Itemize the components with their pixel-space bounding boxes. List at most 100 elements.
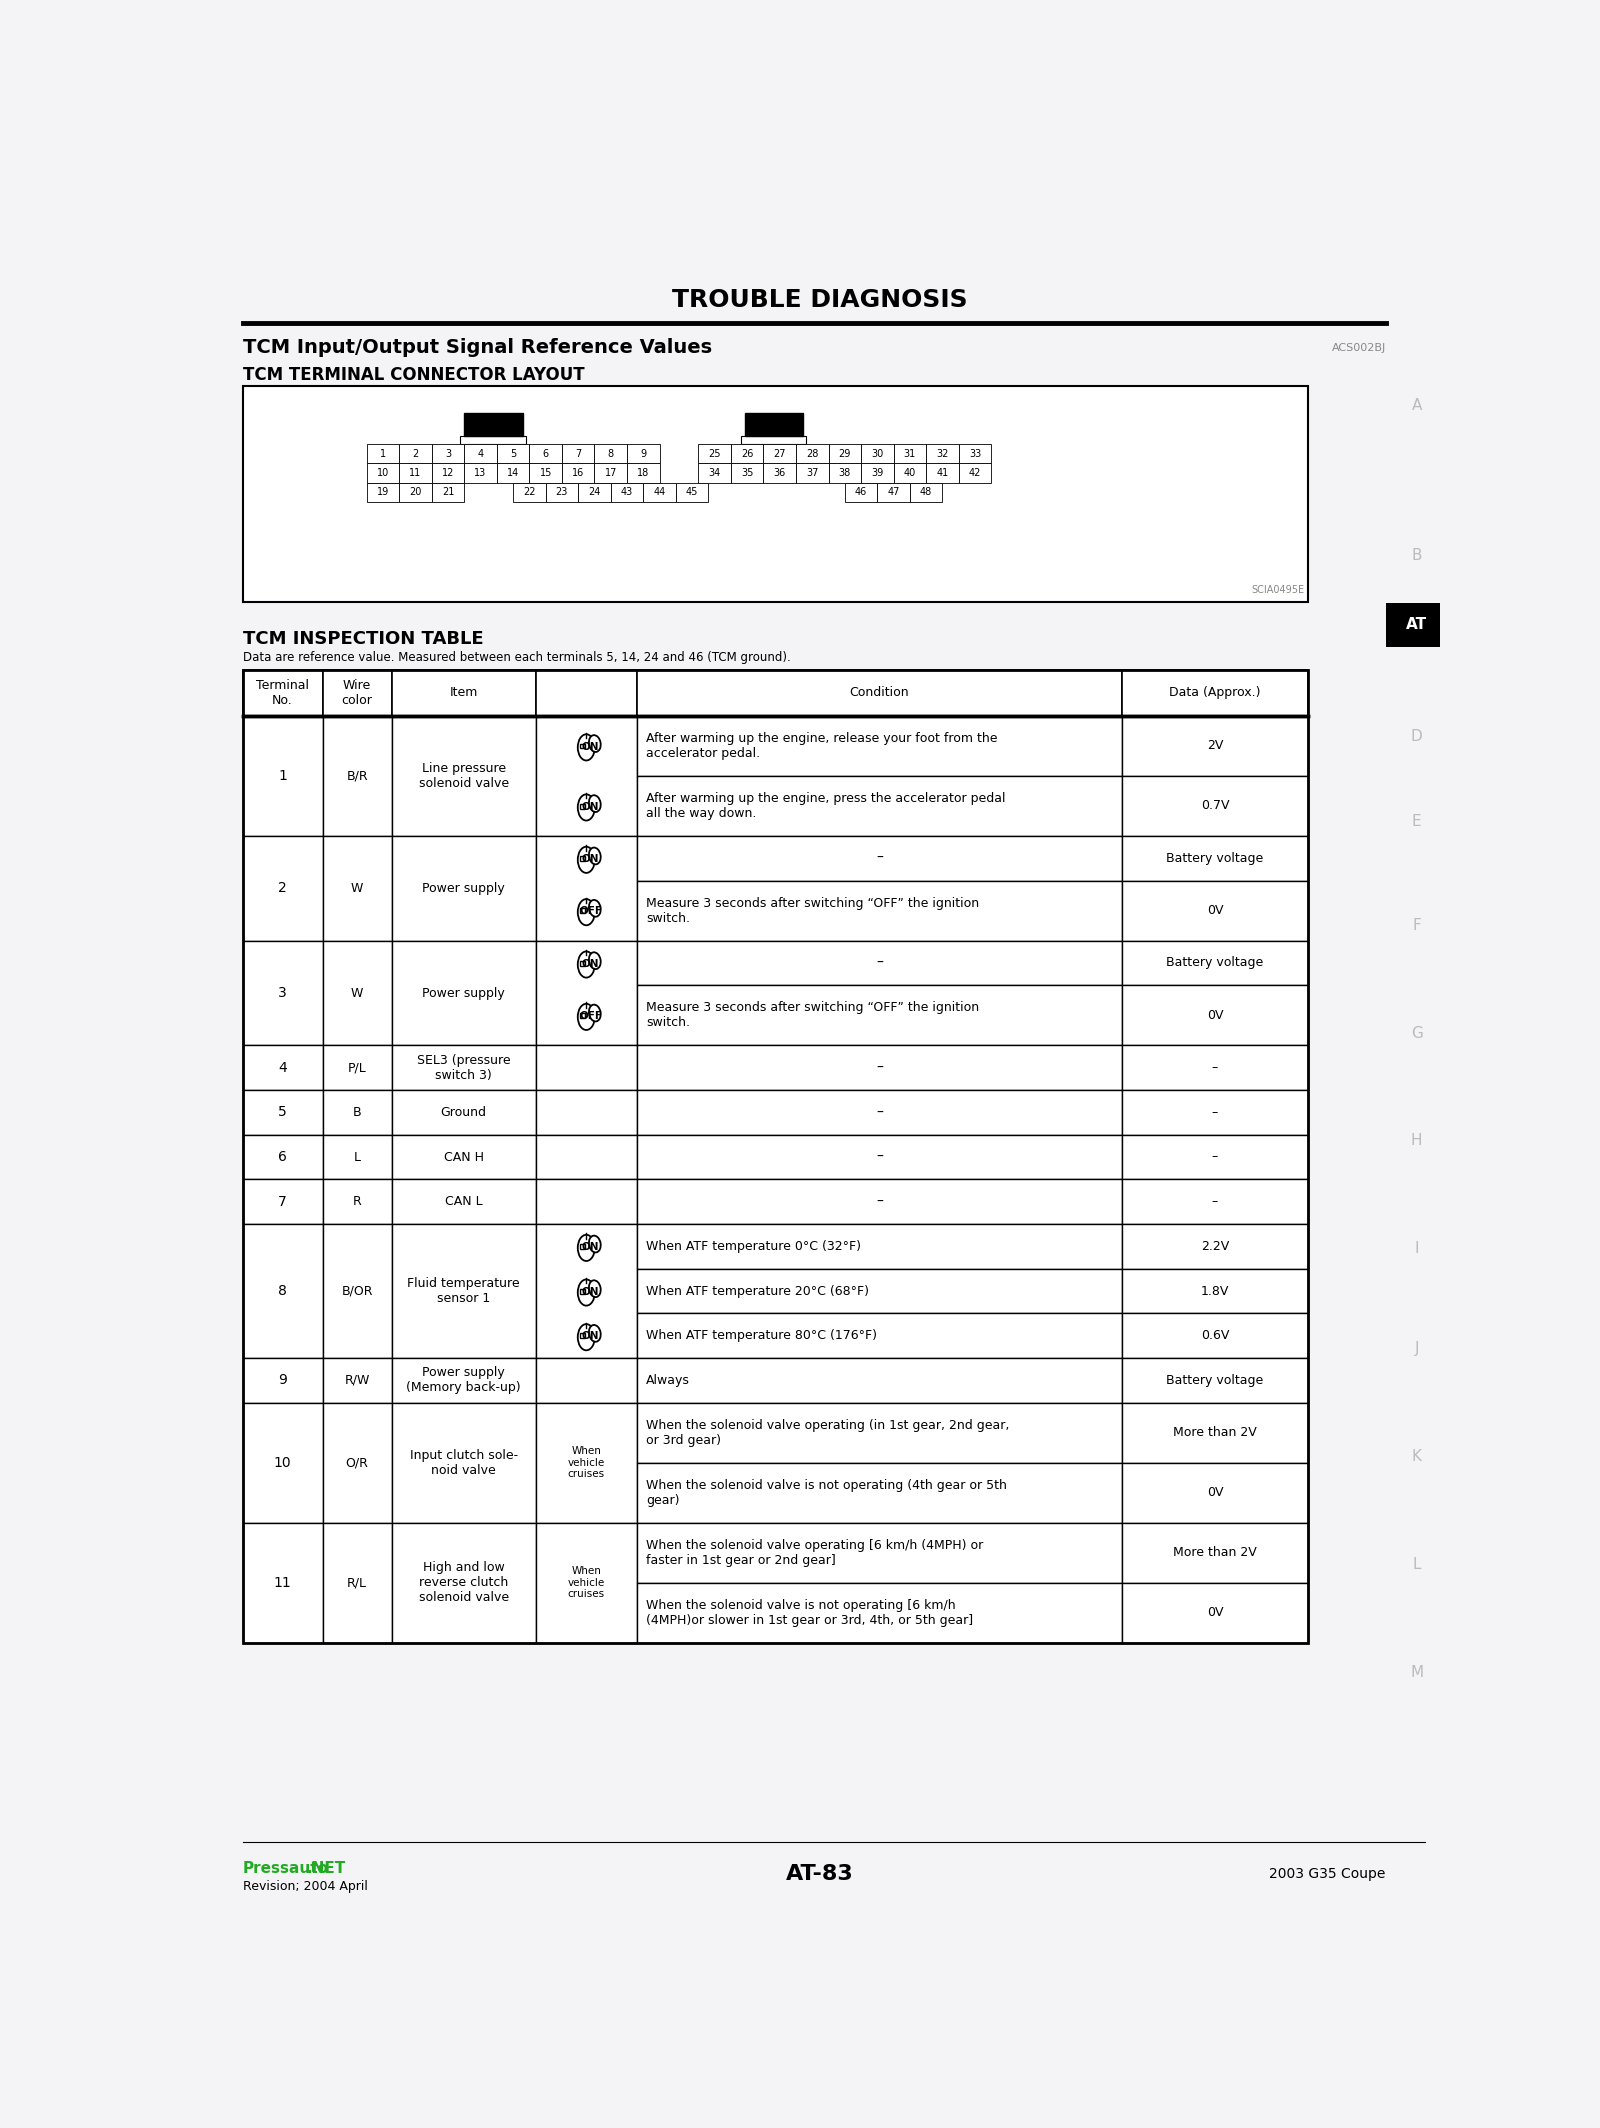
Bar	[675, 483, 709, 502]
Bar	[1122, 1224, 1309, 1268]
Text: 6: 6	[278, 1149, 286, 1164]
Bar	[323, 1134, 392, 1179]
Bar	[637, 1090, 1122, 1134]
Text: CAN H: CAN H	[443, 1151, 483, 1164]
Bar	[845, 483, 877, 502]
Bar	[581, 1334, 586, 1339]
Text: 0V: 0V	[1206, 1485, 1224, 1500]
Text: Input clutch sole-
noid valve: Input clutch sole- noid valve	[410, 1449, 518, 1477]
Bar	[243, 1134, 323, 1179]
Bar	[323, 1358, 392, 1402]
Text: 37: 37	[806, 468, 819, 479]
Text: 20: 20	[410, 487, 422, 498]
Text: –: –	[875, 1194, 883, 1209]
Bar	[581, 804, 586, 809]
Text: R/W: R/W	[344, 1375, 370, 1387]
Text: 1: 1	[278, 768, 286, 783]
Text: OFF: OFF	[579, 907, 602, 917]
Bar	[637, 670, 1122, 715]
Bar	[398, 483, 432, 502]
Bar	[894, 445, 926, 464]
Text: Battery voltage: Battery voltage	[1166, 1375, 1264, 1387]
Bar	[581, 1245, 586, 1249]
Bar	[536, 941, 637, 1045]
Bar	[243, 670, 323, 715]
Bar	[958, 445, 992, 464]
Ellipse shape	[589, 1236, 600, 1253]
Text: 7: 7	[574, 449, 581, 460]
Text: –: –	[1211, 1151, 1218, 1164]
Text: 4: 4	[477, 449, 483, 460]
Text: L: L	[1413, 1558, 1421, 1573]
Bar	[1386, 604, 1448, 647]
Text: 40: 40	[904, 468, 917, 479]
Bar	[1122, 670, 1309, 715]
Bar	[392, 1224, 536, 1358]
Bar	[243, 1224, 323, 1358]
Bar	[578, 483, 611, 502]
Bar	[637, 836, 1122, 881]
Bar	[546, 483, 578, 502]
Bar	[243, 1045, 323, 1090]
Bar	[392, 1402, 536, 1524]
Bar	[627, 445, 659, 464]
Bar	[323, 1224, 392, 1358]
Bar	[392, 1524, 536, 1643]
Bar	[829, 445, 861, 464]
Bar	[637, 1524, 1122, 1583]
Text: 12: 12	[442, 468, 454, 479]
Bar	[581, 960, 586, 966]
Text: When the solenoid valve is not operating (4th gear or 5th
gear): When the solenoid valve is not operating…	[646, 1479, 1006, 1507]
Bar	[1122, 777, 1309, 836]
Text: –: –	[875, 1060, 883, 1075]
Text: Data (Approx.): Data (Approx.)	[1170, 685, 1261, 700]
Text: W: W	[350, 881, 363, 894]
Ellipse shape	[578, 951, 595, 977]
Text: 17: 17	[605, 468, 618, 479]
Text: Fluid temperature
sensor 1: Fluid temperature sensor 1	[408, 1277, 520, 1304]
Ellipse shape	[578, 1004, 595, 1030]
Ellipse shape	[589, 796, 600, 813]
Bar	[637, 715, 1122, 777]
Text: 45: 45	[686, 487, 698, 498]
Text: High and low
reverse clutch
solenoid valve: High and low reverse clutch solenoid val…	[419, 1562, 509, 1605]
Text: CAN L: CAN L	[445, 1196, 483, 1209]
Bar	[829, 464, 861, 483]
Bar	[536, 715, 637, 836]
Bar	[392, 1134, 536, 1179]
Bar	[432, 464, 464, 483]
Bar	[536, 1402, 637, 1524]
Ellipse shape	[578, 847, 595, 872]
Text: OFF: OFF	[579, 1011, 602, 1021]
Bar	[1122, 985, 1309, 1045]
Bar	[323, 941, 392, 1045]
Bar	[894, 464, 926, 483]
Text: E: E	[1411, 813, 1421, 828]
Text: Item: Item	[450, 685, 478, 700]
Text: 0V: 0V	[1206, 904, 1224, 917]
Bar	[366, 445, 398, 464]
Text: 14: 14	[507, 468, 520, 479]
Bar	[637, 1583, 1122, 1643]
Text: 48: 48	[920, 487, 933, 498]
Text: 16: 16	[573, 468, 584, 479]
Text: 24: 24	[589, 487, 600, 498]
Text: 26: 26	[741, 449, 754, 460]
Text: Data are reference value. Measured between each terminals 5, 14, 24 and 46 (TCM : Data are reference value. Measured betwe…	[243, 651, 790, 664]
Text: 38: 38	[838, 468, 851, 479]
Text: 2V: 2V	[1206, 738, 1222, 753]
Bar	[536, 670, 637, 715]
Text: 43: 43	[621, 487, 634, 498]
Bar	[581, 1013, 586, 1017]
Ellipse shape	[589, 1326, 600, 1343]
Text: AT-83: AT-83	[786, 1864, 854, 1883]
Text: When ATF temperature 80°C (176°F): When ATF temperature 80°C (176°F)	[646, 1330, 877, 1343]
Text: G: G	[1411, 1026, 1422, 1041]
Bar	[243, 1402, 323, 1524]
Bar	[627, 464, 659, 483]
Bar	[536, 836, 637, 941]
Bar	[323, 1179, 392, 1224]
Bar	[1122, 881, 1309, 941]
Text: Revision; 2004 April: Revision; 2004 April	[243, 1879, 368, 1892]
Bar	[595, 445, 627, 464]
